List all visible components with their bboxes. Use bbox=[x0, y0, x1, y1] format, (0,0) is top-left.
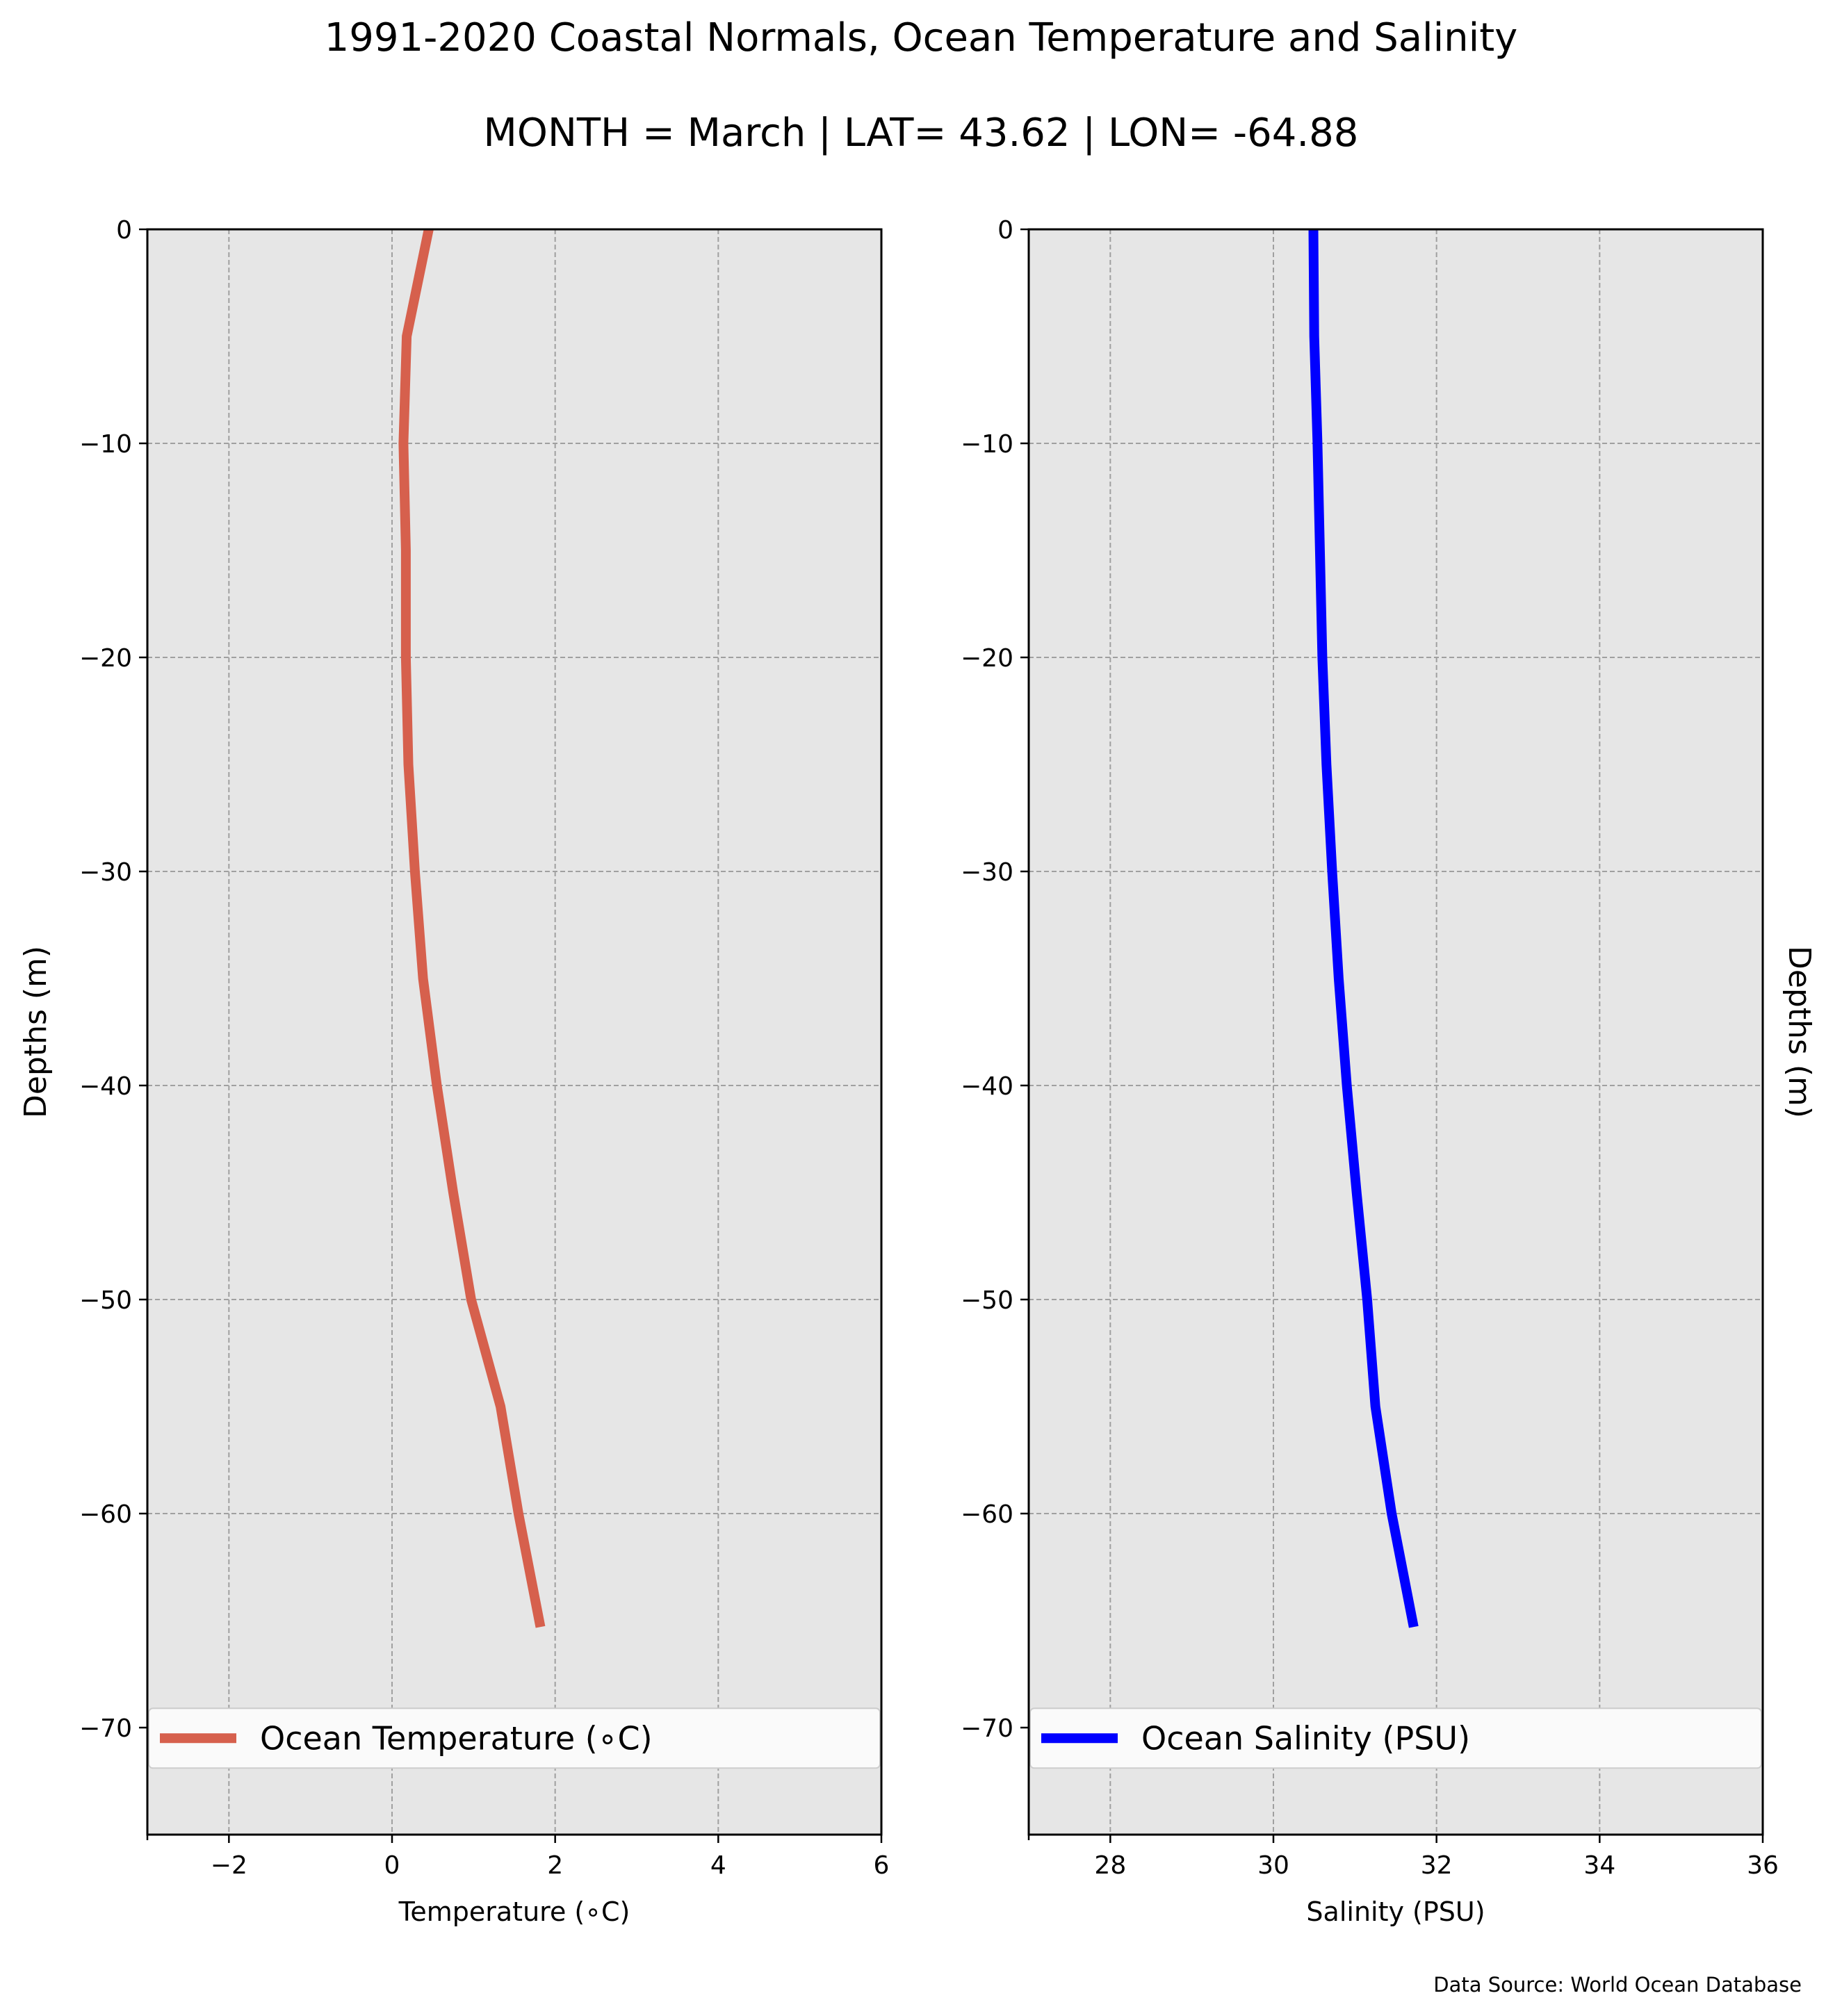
y-tick-label: −50 bbox=[961, 1286, 1013, 1315]
x-tick-label: −2 bbox=[211, 1851, 247, 1880]
salinity-panel: Ocean Salinity (PSU) 28 30 32 34 36 0 −10 −20 −30… bbox=[961, 216, 1817, 1927]
legend-label: Ocean Temperature (∘C) bbox=[260, 1719, 653, 1757]
y-tick-label: −50 bbox=[79, 1286, 132, 1315]
temperature-panel: Ocean Temperature (∘C)−2 0 2 4 60−10−20−30−4… bbox=[18, 216, 889, 1927]
y-tick-label: −10 bbox=[79, 430, 132, 459]
x-tick-label: 28 bbox=[1094, 1851, 1126, 1880]
axes-frame bbox=[1027, 228, 1764, 1836]
legend-box bbox=[148, 1707, 881, 1769]
data-source-note: Data Source: World Ocean Database bbox=[1433, 1973, 1802, 1997]
y-tick-label: −30 bbox=[79, 858, 132, 887]
axes-frame bbox=[146, 228, 883, 1836]
x-axis-label: Temperature (∘C) bbox=[398, 1896, 630, 1927]
y-tick-label: 0 bbox=[116, 216, 132, 245]
chart-subtitle: MONTH = March | LAT= 43.62 | LON= -64.88 bbox=[484, 110, 1359, 156]
legend-label: Ocean Salinity (PSU) bbox=[1141, 1719, 1470, 1757]
x-tick-label: 6 bbox=[874, 1851, 890, 1880]
plot-area bbox=[147, 229, 881, 1835]
x-tick-label: 34 bbox=[1583, 1851, 1615, 1880]
x-axis-label: Salinity (PSU) bbox=[1306, 1896, 1485, 1927]
y-tick-label: −40 bbox=[79, 1072, 132, 1101]
x-tick-label: 30 bbox=[1257, 1851, 1289, 1880]
y-axis-label: Depths (m) bbox=[18, 946, 54, 1118]
y-tick-label: −20 bbox=[961, 644, 1013, 673]
plot-area bbox=[1029, 229, 1763, 1835]
series-line bbox=[1308, 229, 1419, 1628]
x-tick-label: 0 bbox=[384, 1851, 400, 1880]
x-tick-label: 36 bbox=[1747, 1851, 1779, 1880]
y-tick-label: −70 bbox=[961, 1714, 1013, 1743]
y-tick-label: −40 bbox=[961, 1072, 1013, 1101]
y-tick-label: 0 bbox=[997, 216, 1013, 245]
x-tick-label: 32 bbox=[1421, 1851, 1453, 1880]
x-tick-label: 4 bbox=[710, 1851, 726, 1880]
y-tick-label: −10 bbox=[961, 430, 1013, 459]
y-axis-label: Depths (m) bbox=[1782, 946, 1817, 1118]
x-tick-label: 2 bbox=[547, 1851, 563, 1880]
y-tick-label: −30 bbox=[961, 858, 1013, 887]
chart-title: 1991-2020 Coastal Normals, Ocean Tempera… bbox=[325, 15, 1518, 60]
y-tick-label: −60 bbox=[79, 1500, 132, 1529]
y-tick-label: −60 bbox=[961, 1500, 1013, 1529]
series-line bbox=[398, 228, 546, 1628]
y-tick-label: −70 bbox=[79, 1714, 132, 1743]
y-tick-label: −20 bbox=[79, 644, 132, 673]
legend-box bbox=[1029, 1707, 1762, 1769]
